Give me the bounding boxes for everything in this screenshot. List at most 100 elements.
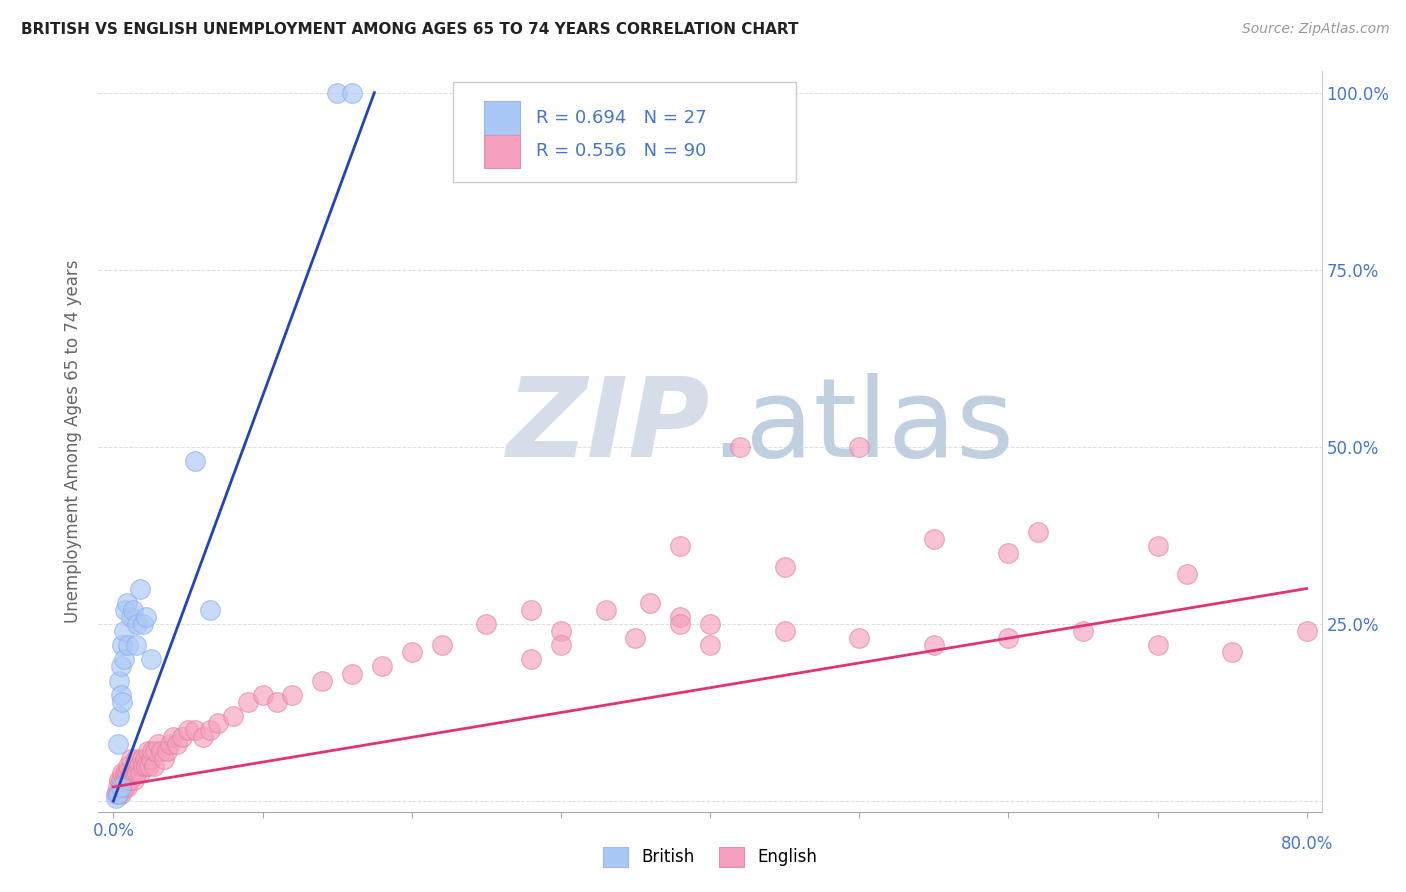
Point [669, 539, 692, 553]
Point [115, 780, 138, 794]
Point [127, 765, 149, 780]
Point [371, 659, 394, 673]
Point [128, 758, 150, 772]
Point [114, 765, 136, 780]
Text: BRITISH VS ENGLISH UNEMPLOYMENT AMONG AGES 65 TO 74 YEARS CORRELATION CHART: BRITISH VS ENGLISH UNEMPLOYMENT AMONG AG… [21, 22, 799, 37]
Point [108, 673, 131, 688]
Point [121, 603, 143, 617]
Point [1026, 524, 1049, 539]
Point [699, 638, 721, 652]
Point [340, 86, 363, 100]
Point [520, 603, 543, 617]
Point [191, 731, 214, 745]
Point [115, 596, 138, 610]
Point [135, 758, 157, 772]
Point [221, 709, 243, 723]
FancyBboxPatch shape [484, 102, 520, 135]
Point [138, 758, 160, 772]
Point [200, 603, 222, 617]
Point [120, 765, 142, 780]
Point [115, 765, 138, 780]
Point [153, 751, 176, 765]
Point [134, 751, 156, 765]
Point [252, 688, 274, 702]
Point [111, 695, 134, 709]
Point [117, 772, 139, 787]
Point [595, 603, 617, 617]
Point [107, 787, 129, 801]
Point [125, 751, 148, 765]
Point [184, 454, 207, 468]
Point [1177, 567, 1199, 582]
Point [110, 688, 132, 702]
Point [105, 787, 128, 801]
Text: ZIP: ZIP [506, 373, 710, 480]
Point [340, 666, 363, 681]
Point [129, 582, 152, 596]
Point [266, 695, 288, 709]
Point [122, 772, 145, 787]
Point [132, 617, 155, 632]
Point [141, 744, 163, 758]
Point [117, 638, 139, 652]
Point [139, 751, 162, 765]
Point [114, 780, 136, 794]
Point [108, 772, 131, 787]
Point [669, 617, 692, 632]
Point [162, 731, 184, 745]
Point [105, 790, 128, 805]
Point [207, 716, 229, 731]
Point [281, 688, 304, 702]
Point [170, 731, 193, 745]
Point [125, 638, 148, 652]
Point [120, 610, 142, 624]
Point [728, 440, 751, 454]
Point [150, 744, 173, 758]
Point [1071, 624, 1094, 638]
Point [326, 86, 349, 100]
Point [114, 603, 136, 617]
Point [401, 645, 423, 659]
Point [200, 723, 222, 738]
Point [997, 631, 1019, 645]
Point [108, 709, 131, 723]
Point [1220, 645, 1243, 659]
Point [430, 638, 453, 652]
Point [127, 617, 149, 632]
Point [108, 787, 131, 801]
Point [550, 624, 572, 638]
Text: R = 0.556   N = 90: R = 0.556 N = 90 [536, 142, 707, 161]
Point [120, 751, 142, 765]
Point [922, 532, 945, 546]
Point [129, 765, 152, 780]
Point [110, 780, 132, 794]
Legend: British, English: British, English [596, 840, 824, 874]
Point [107, 738, 129, 752]
Point [156, 744, 179, 758]
Point [699, 617, 721, 632]
Y-axis label: Unemployment Among Ages 65 to 74 years: Unemployment Among Ages 65 to 74 years [65, 260, 83, 624]
Point [669, 610, 692, 624]
Point [139, 652, 162, 666]
Point [112, 780, 135, 794]
Point [550, 638, 572, 652]
Point [107, 787, 129, 801]
Point [121, 765, 143, 780]
FancyBboxPatch shape [453, 82, 796, 183]
Text: R = 0.694   N = 27: R = 0.694 N = 27 [536, 109, 707, 127]
Point [125, 765, 148, 780]
Point [135, 610, 157, 624]
Point [848, 631, 870, 645]
Point [146, 738, 169, 752]
Text: Source: ZipAtlas.com: Source: ZipAtlas.com [1241, 22, 1389, 37]
Point [1295, 624, 1317, 638]
FancyBboxPatch shape [484, 135, 520, 168]
Point [520, 652, 543, 666]
Point [1146, 638, 1168, 652]
Point [110, 787, 132, 801]
Point [848, 440, 870, 454]
Point [997, 546, 1019, 560]
Point [110, 772, 132, 787]
Point [624, 631, 647, 645]
Point [177, 723, 200, 738]
